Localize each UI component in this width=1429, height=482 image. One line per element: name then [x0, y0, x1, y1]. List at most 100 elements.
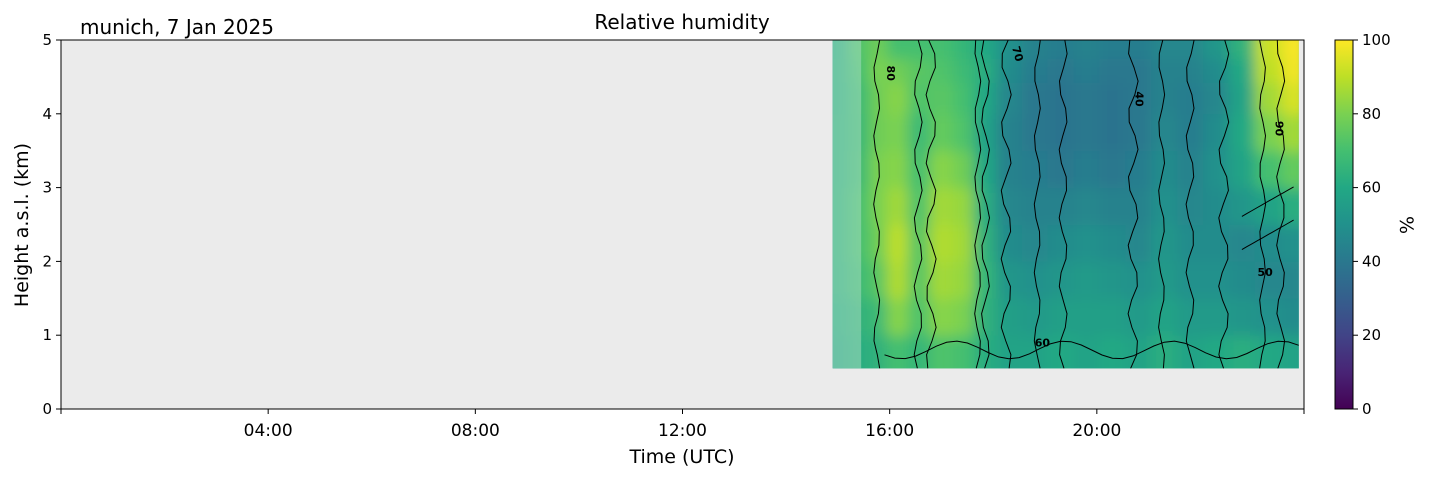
colorbar-tick-label: 20: [1362, 326, 1381, 344]
humidity-cell: [1125, 150, 1152, 189]
humidity-cell: [929, 82, 954, 115]
humidity-cell: [1254, 82, 1283, 115]
contour-label-70: 70: [1009, 45, 1026, 63]
humidity-cell: [1177, 113, 1204, 152]
y-tick-label: 0: [42, 400, 52, 418]
humidity-cell: [1125, 187, 1152, 225]
humidity-cell: [1254, 261, 1283, 299]
humidity-cell: [1073, 58, 1100, 83]
humidity-cell: [887, 82, 909, 115]
humidity-cell: [1254, 224, 1283, 262]
humidity-cell: [1099, 113, 1126, 152]
humidity-cell: [973, 224, 997, 262]
humidity-cell: [1047, 150, 1075, 189]
humidity-cell: [953, 298, 975, 336]
humidity-cell: [1203, 40, 1230, 59]
humidity-cell: [1281, 58, 1299, 83]
contour-label-40: 40: [1133, 91, 1146, 107]
humidity-cell: [1177, 187, 1204, 225]
humidity-cell: [1177, 58, 1204, 83]
humidity-cell: [1228, 58, 1256, 83]
colorbar-tick-label: 80: [1362, 105, 1381, 123]
humidity-cell: [1281, 40, 1299, 59]
humidity-cell: [907, 150, 931, 189]
humidity-cell: [868, 40, 888, 59]
humidity-cell: [1125, 298, 1152, 336]
humidity-cell: [1228, 224, 1256, 262]
contour-line: [873, 40, 881, 369]
x-tick-label: 12:00: [658, 421, 707, 441]
humidity-cell: [1177, 261, 1204, 299]
humidity-cell: [1021, 335, 1049, 369]
humidity-cell: [929, 113, 954, 152]
humidity-cell: [907, 224, 931, 262]
humidity-cell: [1073, 224, 1100, 262]
humidity-cell: [1151, 113, 1178, 152]
humidity-cell: [887, 335, 909, 369]
humidity-cell: [1281, 82, 1299, 115]
humidity-field: [832, 40, 1299, 369]
humidity-cell: [1177, 224, 1204, 262]
contour-labels: 80 70 40 90 50 60: [884, 45, 1285, 349]
humidity-cell: [1228, 113, 1256, 152]
humidity-cell: [1099, 335, 1126, 369]
humidity-cell: [907, 261, 931, 299]
humidity-cell: [1125, 335, 1152, 369]
humidity-cell: [929, 187, 954, 225]
x-tick-label: 08:00: [451, 421, 500, 441]
contour-line: [1127, 40, 1139, 369]
y-tick-label: 4: [42, 105, 52, 123]
humidity-cell: [887, 187, 909, 225]
humidity-cell: [929, 58, 954, 83]
humidity-cell: [1073, 113, 1100, 152]
y-tick-label: 5: [42, 31, 52, 49]
humidity-cell: [1203, 150, 1230, 189]
humidity-cell: [953, 113, 975, 152]
humidity-cell: [1021, 224, 1049, 262]
humidity-cell: [1125, 113, 1152, 152]
humidity-cell: [887, 298, 909, 336]
contour-line: [1058, 40, 1068, 369]
humidity-cell: [953, 40, 975, 59]
humidity-cell: [929, 335, 954, 369]
humidity-cell: [995, 261, 1023, 299]
contour-line: [1241, 186, 1294, 217]
humidity-cell: [1099, 40, 1126, 59]
humidity-cell: [1254, 335, 1283, 369]
humidity-cell: [1281, 113, 1299, 152]
humidity-cell: [1099, 187, 1126, 225]
colorbar-tick-label: 100: [1362, 31, 1391, 49]
humidity-cell: [973, 40, 997, 59]
humidity-cell: [1151, 150, 1178, 189]
humidity-cell: [1099, 58, 1126, 83]
field-edge-strip: [832, 40, 862, 369]
contour-line: [925, 40, 937, 369]
contour-line: [884, 340, 1299, 360]
humidity-cell: [1073, 261, 1100, 299]
humidity-cell: [973, 187, 997, 225]
humidity-cell: [1047, 298, 1075, 336]
humidity-cell: [1021, 40, 1049, 59]
humidity-cell: [887, 261, 909, 299]
humidity-cell: [887, 58, 909, 83]
humidity-cell: [868, 224, 888, 262]
humidity-cell: [1228, 150, 1256, 189]
humidity-cell: [973, 335, 997, 369]
contour-label-90: 90: [1273, 121, 1286, 137]
humidity-cell: [868, 113, 888, 152]
humidity-cell: [887, 113, 909, 152]
humidity-cell: [1125, 58, 1152, 83]
humidity-cell: [1099, 82, 1126, 115]
humidity-cell: [1073, 298, 1100, 336]
humidity-cell: [1203, 261, 1230, 299]
humidity-cell: [1047, 40, 1075, 59]
humidity-cell: [929, 40, 954, 59]
colorbar-label: %: [1395, 216, 1417, 234]
humidity-cell: [887, 224, 909, 262]
humidity-cell: [907, 298, 931, 336]
colorbar-tick-label: 40: [1362, 252, 1381, 270]
humidity-cell: [1177, 335, 1204, 369]
humidity-cell: [907, 335, 931, 369]
humidity-cell: [995, 224, 1023, 262]
humidity-cell: [887, 40, 909, 59]
